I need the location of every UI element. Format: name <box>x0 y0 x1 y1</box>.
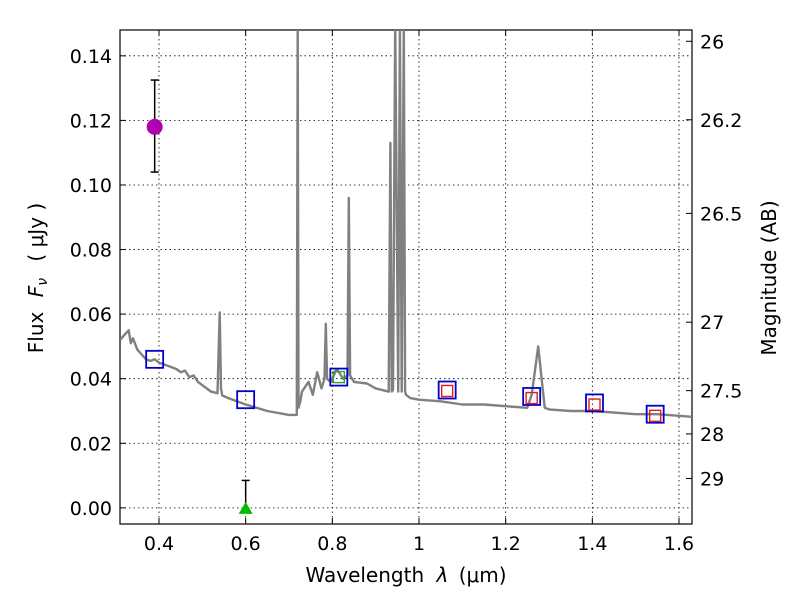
y-tick-label: 0.08 <box>70 240 112 262</box>
model-flux-marker <box>440 384 454 398</box>
x-tick-label: 0.6 <box>231 533 261 555</box>
observed-flux-marker <box>645 404 665 424</box>
y2-axis-label: Magnitude (AB) <box>757 200 781 355</box>
y-tick-label: 0.00 <box>70 498 112 520</box>
x-axis-label: Wavelength λ (μm) <box>305 563 506 587</box>
plot-area <box>120 30 692 514</box>
model-flux-marker <box>332 370 346 384</box>
observed-flux-marker <box>236 390 256 410</box>
y-tick-label: 0.12 <box>70 110 112 132</box>
y-tick-label: 0.10 <box>70 175 112 197</box>
observed-flux-marker <box>437 380 457 400</box>
sed-model-line <box>120 30 692 418</box>
y2-tick-label: 27 <box>700 312 724 334</box>
y-tick-label: 0.02 <box>70 433 112 455</box>
y-tick-label: 0.06 <box>70 304 112 326</box>
observed-flux-marker <box>585 393 604 413</box>
observed-flux-marker <box>145 349 165 369</box>
model-flux-marker <box>588 398 601 411</box>
y2-tick-label: 26.5 <box>700 203 742 225</box>
y2-tick-label: 28 <box>700 424 724 446</box>
observed-flux-marker <box>522 387 542 406</box>
observed-flux-marker <box>329 367 349 387</box>
x-tick-label: 0.4 <box>144 533 174 555</box>
model-flux-marker <box>648 409 662 423</box>
y-tick-label: 0.14 <box>70 46 112 68</box>
x-tick-label: 1 <box>413 533 425 555</box>
plot-frame <box>119 29 693 525</box>
y2-tick-label: 26.2 <box>700 110 742 132</box>
x-tick-label: 1.2 <box>491 533 521 555</box>
y-tick-label: 0.04 <box>70 369 112 391</box>
grid <box>120 30 692 524</box>
detection-triangle-marker <box>238 501 253 514</box>
x-tick-label: 0.8 <box>317 533 347 555</box>
detection-circle-marker <box>146 118 163 135</box>
model-flux-marker <box>525 391 538 405</box>
x-tick-label: 1.4 <box>577 533 607 555</box>
y2-tick-label: 26 <box>700 31 724 53</box>
x-tick-label: 1.6 <box>664 533 694 555</box>
axes: 0.4 0.6 0.8 1 1.2 1.4 1.6 0.00 0.02 0.04 0.06 0.08 0… <box>70 29 742 555</box>
y2-tick-label: 29 <box>700 468 724 490</box>
y2-tick-label: 27.5 <box>700 381 742 403</box>
y-axis-label: Flux Fν ( μJy ) <box>24 203 52 353</box>
